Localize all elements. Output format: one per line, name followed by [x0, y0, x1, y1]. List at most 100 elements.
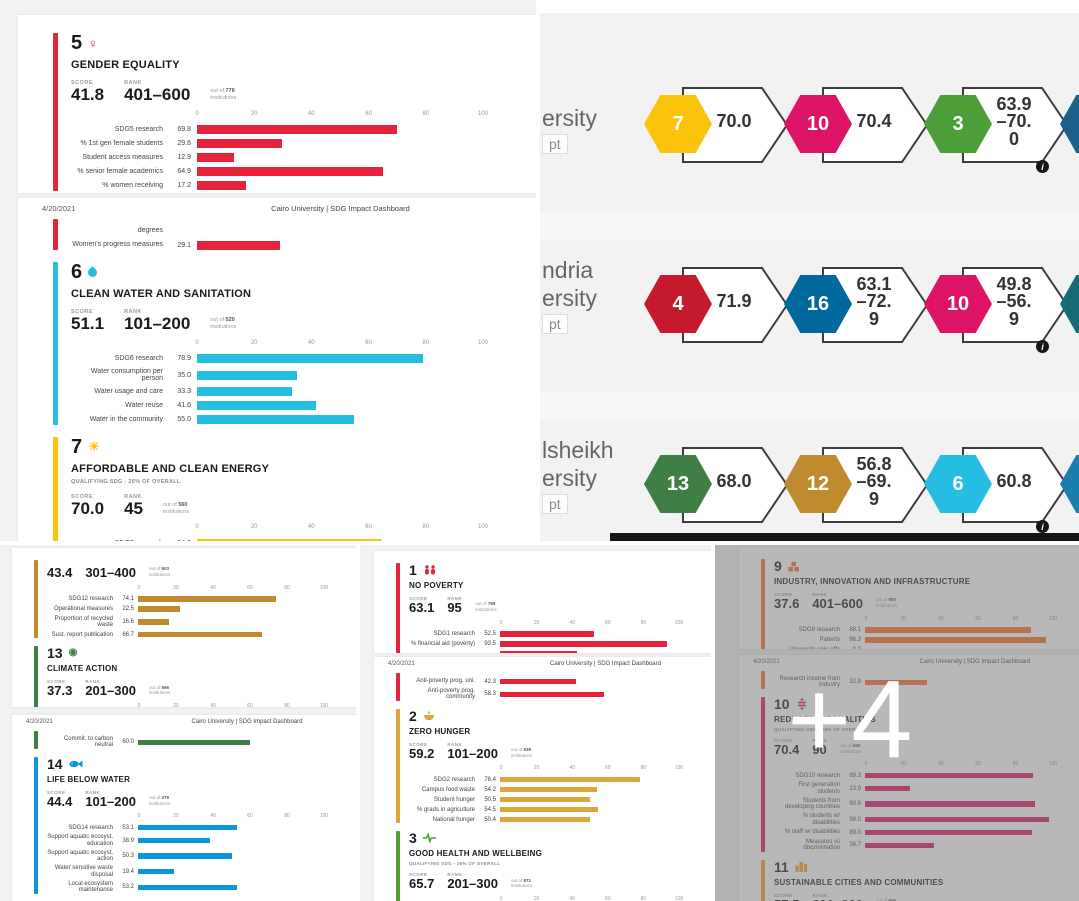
section-body: 43.4 301–400 out of 503 institutions 0 20 40 60…: [38, 560, 356, 638]
document-page: 4/20/2021 Cairo University | SDG Impact D…: [12, 715, 356, 901]
bar-chart: 0 20 40 60 80 100 SDG12 research 74.1 Operationa…: [47, 585, 356, 639]
sdg-score-badge[interactable]: 63.9–70.0 3: [924, 84, 1074, 164]
collage-image-sdg-report-p1[interactable]: 1 NO POVERTY SCORE 63.1 RANK 95 out of 769 inst…: [360, 545, 711, 901]
institutions-line: institutions: [510, 752, 533, 758]
sdg-score-badge[interactable]: 68.0 13: [644, 444, 794, 524]
bar-label: Sust. report publication: [51, 631, 113, 638]
sdg-number: 6: [71, 261, 83, 283]
bar: [500, 631, 594, 637]
rank-label: RANK: [85, 679, 101, 685]
collage-image-sdg-report-p3[interactable]: +4 9INDUSTRY, INNOVATION AND INFRASTRUCT…: [715, 545, 1079, 901]
university-name-line: lsheikh: [542, 437, 614, 463]
rank-label: RANK: [124, 80, 142, 86]
axis-tick: 80: [284, 813, 290, 820]
collage-image-sdg-report-p2[interactable]: 5 ♀ GENDER EQUALITY SCORE 41.8 RANK 401–600 out…: [0, 0, 536, 541]
university-name[interactable]: ndria ersity: [542, 256, 597, 312]
chart-row: % senior female academics 64.9: [71, 167, 483, 177]
chart-row: Women's progress measures 29.1: [71, 240, 483, 250]
header-title: Cairo University | SDG Impact Dashboard: [191, 719, 303, 725]
chart-row: [409, 651, 679, 653]
institutions-line: institutions: [148, 572, 171, 578]
out-of-line: out of 566: [148, 684, 169, 690]
country-tag[interactable]: pt: [542, 494, 568, 514]
country-tag[interactable]: pt: [542, 134, 568, 154]
sdg-score-badge[interactable]: 71.9 4: [644, 264, 794, 344]
university-row: ndria ersity pt 71.9 4 63.1–72.9 16 49.8–56.9 10…: [540, 250, 1079, 420]
section-title: ZERO HUNGER: [409, 726, 471, 736]
sdg-accent-bar: [396, 708, 400, 824]
sdg-number: 14: [47, 755, 63, 772]
university-name-line: ersity: [542, 285, 597, 311]
sdg-score-badge[interactable]: 70.0 7: [644, 84, 794, 164]
score-label: SCORE: [47, 679, 66, 685]
sdg-accent-bar: [34, 646, 38, 707]
score-rank-row: SCORE 37.3 RANK 201–300 out of 566 institutio…: [47, 679, 356, 698]
university-name[interactable]: ersity: [542, 104, 597, 132]
axis-tick: 100: [674, 619, 684, 626]
sdg-accent-bar: [396, 831, 400, 901]
info-icon[interactable]: i: [1036, 520, 1049, 533]
section-title: GENDER EQUALITY: [71, 59, 180, 71]
university-name[interactable]: lsheikh ersity: [542, 436, 614, 492]
sdg-hexagon: 7: [644, 95, 712, 153]
info-icon[interactable]: i: [1036, 340, 1049, 353]
chart-row: Sust. report publication 66.7: [47, 631, 324, 638]
table-top-strip: [540, 0, 1079, 13]
axis-tick: 60: [605, 895, 611, 901]
rank-value: 45: [124, 498, 144, 518]
bar-value: 54.5: [484, 806, 496, 813]
bar-track: [197, 167, 483, 177]
bar-chart: 020406080100SDG13 research40.9Low-carbon…: [47, 703, 356, 707]
sdg-heading: 7 ☀: [71, 437, 529, 457]
collage-image-rankings-table[interactable]: ersity pt 70.0 7 70.4 10 63.9–70.0 3 i ndria ersit…: [540, 0, 1079, 541]
bar-label: % women receiving: [102, 182, 163, 190]
rank-value: 95: [447, 600, 462, 615]
sdg-hexagon: 10: [924, 275, 992, 333]
chart-row: Anti-poverty prog. community 58.3: [409, 688, 679, 701]
badge-score-value: 71.9: [716, 291, 752, 312]
bar-value: 38.9: [122, 837, 134, 844]
bar-label: % senior female academics: [77, 168, 163, 176]
chart-row: SDG5 research 69.8: [71, 125, 483, 135]
axis-tick: 60: [605, 619, 611, 626]
sdg-score-badge[interactable]: 63.1–72.9 16: [784, 264, 934, 344]
chart-row: Water reuse 41.6: [71, 401, 483, 411]
page-header: 4/20/2021 Cairo University | SDG Impact D…: [388, 661, 711, 667]
sdg-number: 5: [71, 32, 83, 54]
bar-label: SDG5 research: [114, 126, 163, 134]
x-axis: 0 20 40 60 80 100: [500, 895, 684, 901]
fish-icon: [68, 759, 83, 769]
bar-value: 64.9: [177, 168, 191, 176]
more-images-indicator[interactable]: +4: [787, 658, 913, 781]
rank-block: RANK 101–200: [447, 742, 498, 761]
axis-tick: 60: [365, 110, 372, 117]
axis-tick: 20: [173, 813, 179, 820]
info-icon[interactable]: i: [1036, 160, 1049, 173]
bar-track: [197, 139, 483, 149]
sdg-heading: 2: [409, 709, 711, 723]
score-value: 41.8: [71, 85, 105, 104]
section-title: NO POVERTY: [409, 581, 464, 590]
sdg-score-badge[interactable]: 70.4 10: [784, 84, 934, 164]
sdg-score-badge[interactable]: 60.8 6: [924, 444, 1074, 524]
chart-row: degrees: [71, 226, 483, 236]
bar-label: Water reuse: [125, 401, 163, 409]
axis-tick: 0: [195, 110, 199, 117]
bar-chart: 020406080100SDG7 research64.2Energy univ…: [71, 524, 529, 541]
bar-label: Operational measures: [53, 605, 113, 612]
bar: [500, 816, 591, 823]
bar-value: 93.5: [484, 641, 496, 648]
score-rank-row: SCORE 65.7 RANK 201–300 out of 871 institutio…: [409, 872, 711, 891]
bar-label: SDG2 research: [433, 776, 475, 783]
sdg-accent-bar: [53, 262, 58, 425]
collage-image-sdg-report-p4[interactable]: 43.4 301–400 out of 503 institutions 0 20 40 60…: [0, 545, 356, 901]
country-tag[interactable]: pt: [542, 314, 568, 334]
sdg-score-badge[interactable]: 49.8–56.9 10: [924, 264, 1074, 344]
x-axis: 0 20 40 60 80 100: [138, 813, 329, 821]
sdg-score-badge[interactable]: 56.8–69.9 12: [784, 444, 934, 524]
axis-tick: 60: [365, 339, 372, 346]
score-rank-row: SCORE 44.4 RANK 101–200 out of 379 institutio…: [47, 790, 356, 809]
axis-tick: 0: [499, 765, 503, 772]
bar-track: [138, 853, 324, 859]
